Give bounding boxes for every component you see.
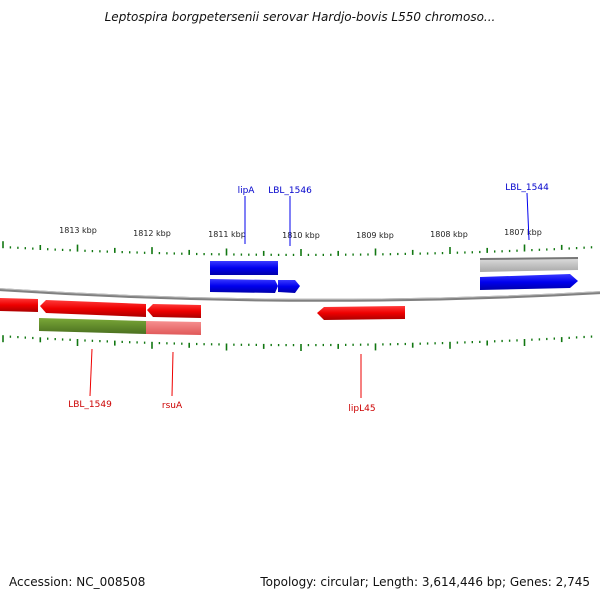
kbp-label-1807: 1807 kbp <box>504 228 542 237</box>
leader-rsua <box>171 351 174 397</box>
gene-label-lbl1546[interactable]: LBL_1546 <box>268 186 312 196</box>
kbp-label-1813: 1813 kbp <box>59 226 97 235</box>
feature-rsua-arrow[interactable] <box>147 304 201 318</box>
feature-pink-gene[interactable] <box>146 321 201 335</box>
gene-label-rsua[interactable]: rsuA <box>162 401 183 411</box>
kbp-label-1812: 1812 kbp <box>133 229 171 238</box>
feature-lbl1546b-arrow[interactable] <box>278 280 300 293</box>
feature-gray-gene[interactable] <box>480 258 578 272</box>
feature-gray-gene-line <box>479 257 579 260</box>
feature-lbl1549-arrow[interactable] <box>40 300 146 317</box>
chromosome-backbone-highlight <box>0 288 600 300</box>
outer-tick-track <box>2 241 593 256</box>
kbp-label-1809: 1809 kbp <box>356 231 394 240</box>
leader-lbl1549 <box>89 348 93 397</box>
inner-tick-track <box>2 335 593 351</box>
kbp-label-1810: 1810 kbp <box>282 231 320 240</box>
gene-label-lipA[interactable]: lipA <box>238 186 256 196</box>
leader-lbl1544 <box>526 192 530 241</box>
feature-lipl45-arrow[interactable] <box>317 306 405 320</box>
feature-left-edge-arrow[interactable] <box>0 298 38 312</box>
gene-label-lipl45[interactable]: lipL45 <box>348 404 375 414</box>
kbp-label-1808: 1808 kbp <box>430 230 468 239</box>
feature-lbl1546-arrow[interactable] <box>210 279 278 293</box>
feature-olive-gene[interactable] <box>39 318 146 334</box>
gene-label-lbl1549[interactable]: LBL_1549 <box>68 400 112 410</box>
feature-lipA[interactable] <box>210 261 278 275</box>
feature-lbl1544-arrow[interactable] <box>480 274 578 290</box>
kbp-label-1811: 1811 kbp <box>208 230 246 239</box>
map-title: Leptospira borgpetersenii serovar Hardjo… <box>104 10 496 24</box>
chromosome-backbone <box>0 288 600 302</box>
gene-label-lbl1544[interactable]: LBL_1544 <box>505 183 549 193</box>
accession-text: Accession: NC_008508 <box>9 575 146 589</box>
topology-text: Topology: circular; Length: 3,614,446 bp… <box>260 575 590 589</box>
